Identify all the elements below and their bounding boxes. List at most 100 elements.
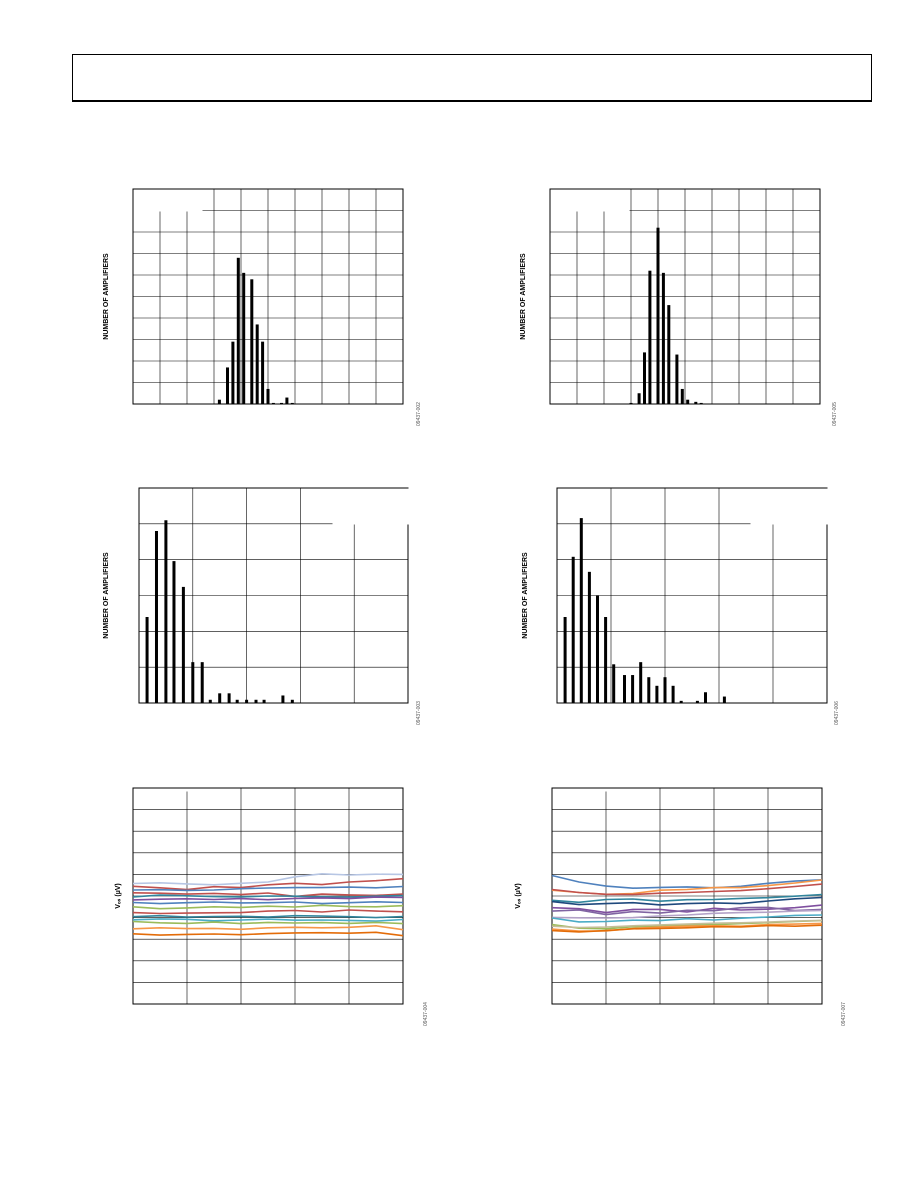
hist-3-bar — [281, 695, 285, 703]
hist-4-bar — [571, 556, 575, 703]
hist-2-bar — [686, 399, 690, 404]
hist-4-bar — [579, 518, 583, 703]
hist-3-bar — [227, 693, 231, 703]
hist-4-bar — [704, 692, 707, 703]
line-2-series-line — [551, 919, 823, 929]
hist-1-bars — [217, 257, 294, 404]
hist-4-bar — [623, 675, 626, 703]
hist-3-bar — [262, 699, 266, 703]
hist-3-bar — [245, 699, 249, 703]
hist-1-bar — [250, 279, 254, 404]
hist-2-legend-box — [550, 189, 630, 212]
hist-2-bar — [656, 227, 660, 404]
hist-1-bar — [231, 341, 235, 404]
hist-4-bars — [563, 518, 726, 703]
hist-1-bar — [217, 399, 221, 404]
line-1-series-line — [132, 885, 404, 892]
hist-1-chart: NUMBER OF AMPLIFIERS 09437-002 — [103, 188, 422, 426]
hist-1-bar — [280, 402, 283, 404]
hist-3-bar — [208, 699, 212, 703]
line-1-legend-box — [133, 788, 189, 792]
line-2-y-axis-label: Vₒₛ (µV) — [515, 883, 522, 908]
line-1-figure-id: 09437-004 — [423, 1002, 429, 1026]
hist-1-bar — [242, 272, 246, 404]
hist-3-bar — [191, 662, 195, 703]
hist-2-bar — [629, 402, 633, 404]
hist-4-figure-id: 09437-006 — [834, 701, 840, 725]
hist-4-bar — [663, 677, 667, 703]
line-1-series-line — [132, 909, 404, 915]
line-1-series-line — [132, 872, 404, 886]
hist-2-bar — [675, 354, 679, 404]
line-1-series-line — [132, 914, 404, 919]
hist-4-bar — [612, 664, 616, 703]
hist-4-bar — [722, 696, 726, 703]
line-2-series-line — [551, 893, 823, 904]
hist-3-bar — [218, 693, 222, 703]
line-1-series-line — [132, 924, 404, 931]
line-2-series-line — [551, 883, 823, 896]
line-1-series-line — [132, 894, 404, 898]
header-box — [72, 54, 872, 102]
hist-3-bar — [235, 699, 239, 703]
hist-1-figure-id: 09437-002 — [416, 402, 422, 426]
hist-2-bar — [699, 402, 703, 404]
line-1-series-line — [132, 918, 404, 922]
hist-1-bar — [271, 402, 275, 404]
line-1-y-axis-label: Vₒₛ (µV) — [115, 883, 122, 908]
hist-4-bar — [563, 617, 567, 703]
hist-2-bar — [661, 272, 665, 404]
hist-3-y-axis-label: NUMBER OF AMPLIFIERS — [103, 552, 110, 639]
line-2-series — [551, 874, 823, 933]
hist-2-figure-id: 09437-005 — [832, 402, 838, 426]
line-1-series-line — [132, 931, 404, 937]
hist-4-y-axis-label: NUMBER OF AMPLIFIERS — [522, 552, 529, 639]
hist-2-bar — [637, 393, 641, 404]
line-1-series-line — [132, 892, 404, 898]
hist-4-bar — [604, 617, 608, 703]
hist-1-bar — [285, 397, 289, 404]
hist-2-bar — [694, 401, 698, 404]
line-2-legend-box — [552, 788, 608, 792]
hist-3-bar — [172, 561, 176, 703]
line-1-series-line — [132, 877, 404, 891]
hist-1-bar — [236, 257, 240, 404]
hist-1-legend-box — [133, 189, 203, 212]
hist-2-bars — [629, 227, 703, 404]
line-2-chart: Vₒₛ (µV) 09437-007 — [515, 787, 847, 1026]
hist-3-legend-box — [332, 488, 409, 525]
line-2-series-line — [551, 906, 823, 916]
line-1-series — [132, 872, 404, 937]
hist-3-bar — [145, 617, 149, 703]
hist-1-bar — [290, 402, 294, 404]
hist-3-bars — [145, 520, 294, 703]
hist-4-legend-box — [750, 488, 828, 525]
hist-4-bar — [596, 595, 599, 703]
hist-3-chart: NUMBER OF AMPLIFIERS 09437-003 — [103, 487, 422, 725]
hist-3-bar — [154, 531, 158, 703]
hist-2-bar — [667, 305, 671, 404]
hist-3-bar — [254, 699, 258, 703]
hist-4-bar — [671, 685, 675, 703]
hist-3-figure-id: 09437-003 — [416, 701, 422, 725]
hist-3-bar — [164, 520, 168, 703]
line-1-series-line — [132, 896, 404, 901]
hist-4-bar — [647, 677, 651, 703]
line-2-series-line — [551, 874, 823, 890]
line-2-series-line — [551, 924, 823, 933]
hist-4-bar — [695, 700, 699, 703]
line-2-grid — [552, 788, 822, 1004]
hist-2-bar — [643, 352, 646, 404]
hist-2-bar — [680, 388, 684, 404]
line-2-series-line — [551, 896, 823, 906]
hist-1-y-axis-label: NUMBER OF AMPLIFIERS — [103, 253, 110, 340]
hist-2-bar — [648, 270, 652, 404]
hist-4-bar — [639, 662, 643, 703]
line-2-series-line — [551, 914, 823, 923]
line-1-series-line — [132, 920, 404, 925]
hist-1-bar — [255, 324, 259, 404]
line-2-series-line — [551, 909, 823, 919]
hist-1-bar — [261, 341, 265, 404]
hist-2-chart: NUMBER OF AMPLIFIERS 09437-005 — [520, 188, 838, 426]
